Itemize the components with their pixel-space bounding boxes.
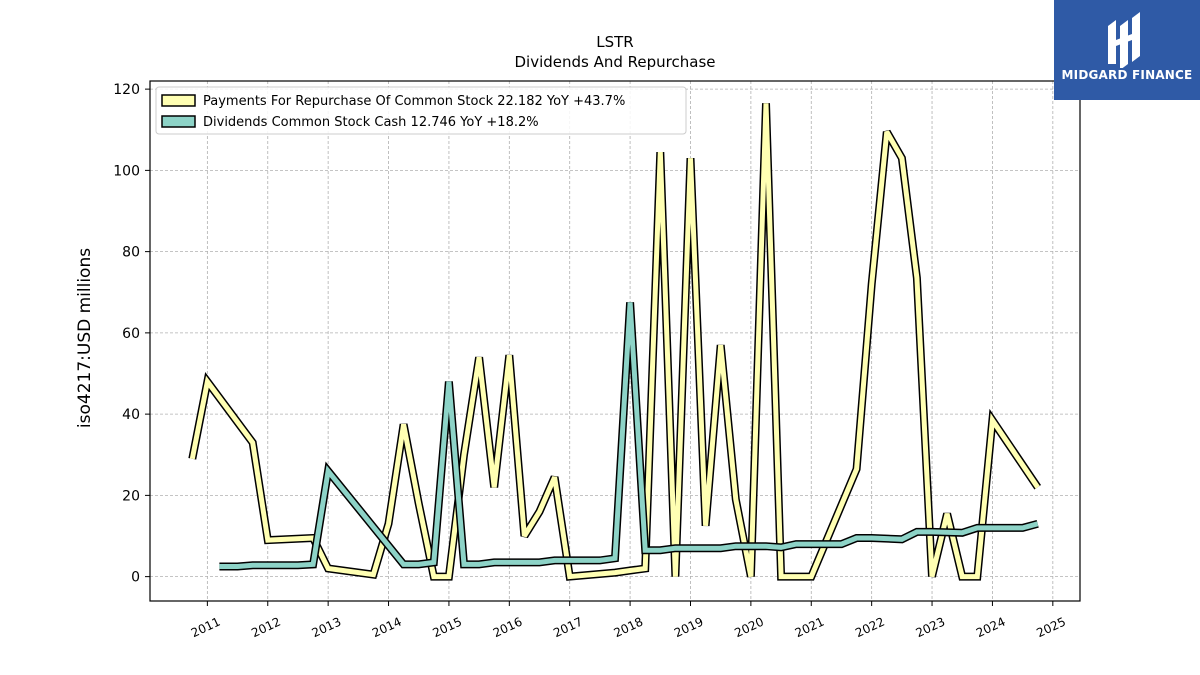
plot-frame [149,80,1081,602]
x-tick-label: 2021 [793,615,827,641]
x-tick-label: 2017 [551,615,585,641]
y-tick-label: 100 [113,163,140,179]
legend-label: Dividends Common Stock Cash 12.746 YoY +… [203,115,539,130]
brand-logo: MIDGARD FINANCE [1054,0,1200,100]
legend-swatch [161,115,196,128]
x-tick-label: 2019 [672,615,706,641]
x-tick-label: 2025 [1034,615,1068,641]
series-layer [188,103,1042,581]
x-tick-label: 2022 [853,615,887,641]
x-tick-label: 2013 [310,615,344,641]
legend-swatch [161,94,196,107]
series-2 [219,302,1039,571]
y-tick-label: 0 [131,570,140,586]
series-1-line [189,103,1040,580]
x-tick-label: 2023 [914,615,948,641]
legend-box [155,86,687,135]
y-tick-label: 120 [113,82,140,98]
logo-mark-icon [1108,12,1140,68]
legend: Payments For Repurchase Of Common Stock … [155,86,687,135]
y-tick-label: 80 [122,245,140,261]
chart-title: LSTR [596,33,633,51]
x-tick-label: 2012 [249,615,283,641]
x-tick-label: 2020 [732,615,766,641]
y-tick-label: 40 [122,407,140,423]
x-tick-label: 2024 [974,615,1008,641]
y-tick-label: 20 [122,488,140,504]
x-tick-label: 2014 [370,615,404,641]
x-tick-label: 2018 [612,615,646,641]
chart-subtitle: Dividends And Repurchase [514,53,715,71]
brand-name: MIDGARD FINANCE [1061,68,1193,82]
x-tick-label: 2015 [430,615,464,641]
y-axis-label: iso4217:USD millions [75,248,95,428]
y-tick-label: 60 [122,326,140,342]
x-tick-label: 2011 [189,615,223,641]
series-1 [188,103,1042,581]
series-2-line [219,302,1039,569]
x-tick-label: 2016 [491,615,525,641]
legend-label: Payments For Repurchase Of Common Stock … [203,94,625,109]
